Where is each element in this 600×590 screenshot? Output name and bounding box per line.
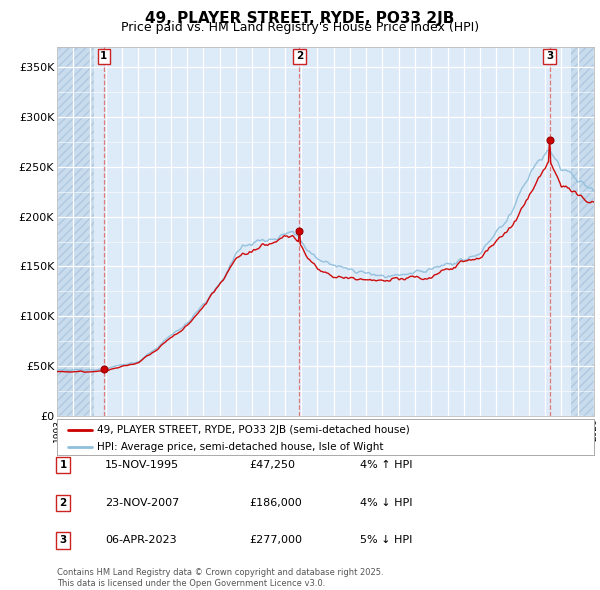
Text: 15-NOV-1995: 15-NOV-1995 xyxy=(105,460,179,470)
Text: Contains HM Land Registry data © Crown copyright and database right 2025.
This d: Contains HM Land Registry data © Crown c… xyxy=(57,568,383,588)
Text: 49, PLAYER STREET, RYDE, PO33 2JB (semi-detached house): 49, PLAYER STREET, RYDE, PO33 2JB (semi-… xyxy=(97,425,410,435)
Text: 5% ↓ HPI: 5% ↓ HPI xyxy=(360,536,412,545)
Bar xyxy=(57,47,94,416)
Text: £186,000: £186,000 xyxy=(249,498,302,507)
Text: £277,000: £277,000 xyxy=(249,536,302,545)
Text: 1: 1 xyxy=(59,460,67,470)
Text: 06-APR-2023: 06-APR-2023 xyxy=(105,536,176,545)
Text: 4% ↓ HPI: 4% ↓ HPI xyxy=(360,498,413,507)
Text: £47,250: £47,250 xyxy=(249,460,295,470)
Text: 4% ↑ HPI: 4% ↑ HPI xyxy=(360,460,413,470)
Text: 1: 1 xyxy=(100,51,107,61)
Text: 49, PLAYER STREET, RYDE, PO33 2JB: 49, PLAYER STREET, RYDE, PO33 2JB xyxy=(145,11,455,25)
Text: 3: 3 xyxy=(546,51,553,61)
Text: 23-NOV-2007: 23-NOV-2007 xyxy=(105,498,179,507)
Text: 3: 3 xyxy=(59,536,67,545)
Text: 2: 2 xyxy=(59,498,67,507)
Bar xyxy=(571,47,594,416)
Text: HPI: Average price, semi-detached house, Isle of Wight: HPI: Average price, semi-detached house,… xyxy=(97,442,384,453)
Text: Price paid vs. HM Land Registry's House Price Index (HPI): Price paid vs. HM Land Registry's House … xyxy=(121,21,479,34)
Text: 2: 2 xyxy=(296,51,303,61)
